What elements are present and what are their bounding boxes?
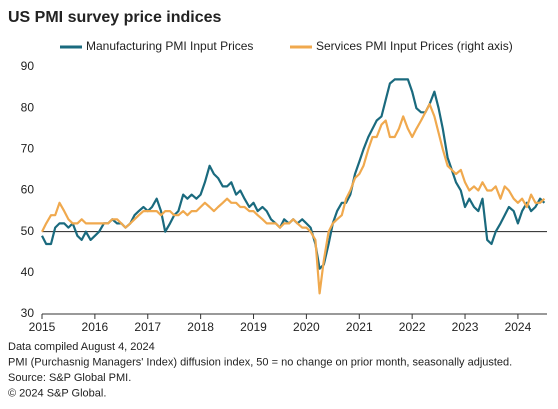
footnote: © 2024 S&P Global. [8,387,106,399]
footnote: Source: S&P Global PMI. [8,372,131,384]
legend-label: Manufacturing PMI Input Prices [86,39,253,53]
y-tick-label: 40 [21,265,35,279]
x-tick-label: 2020 [293,320,320,334]
footnote: PMI (Purchasnig Managers' Index) diffusi… [8,356,512,368]
x-tick-label: 2019 [240,320,267,334]
legend-label: Services PMI Input Prices (right axis) [316,39,513,53]
series-line [41,103,546,295]
y-tick-label: 70 [21,142,35,156]
x-tick-label: 2017 [134,320,161,334]
x-tick-label: 2015 [29,320,56,334]
y-tick-label: 90 [21,59,35,73]
footnote: Data compiled August 4, 2024 [8,341,155,353]
y-tick-label: 80 [21,100,35,114]
x-tick-label: 2016 [82,320,109,334]
x-tick-label: 2023 [452,320,479,334]
series-line [41,78,546,270]
y-tick-label: 30 [21,306,35,320]
chart-title: US PMI survey price indices [8,9,222,26]
x-tick-label: 2018 [187,320,214,334]
x-tick-label: 2022 [399,320,426,334]
x-tick-label: 2021 [346,320,373,334]
x-tick-label: 2024 [505,320,532,334]
y-tick-label: 60 [21,183,35,197]
y-tick-label: 50 [21,224,35,238]
